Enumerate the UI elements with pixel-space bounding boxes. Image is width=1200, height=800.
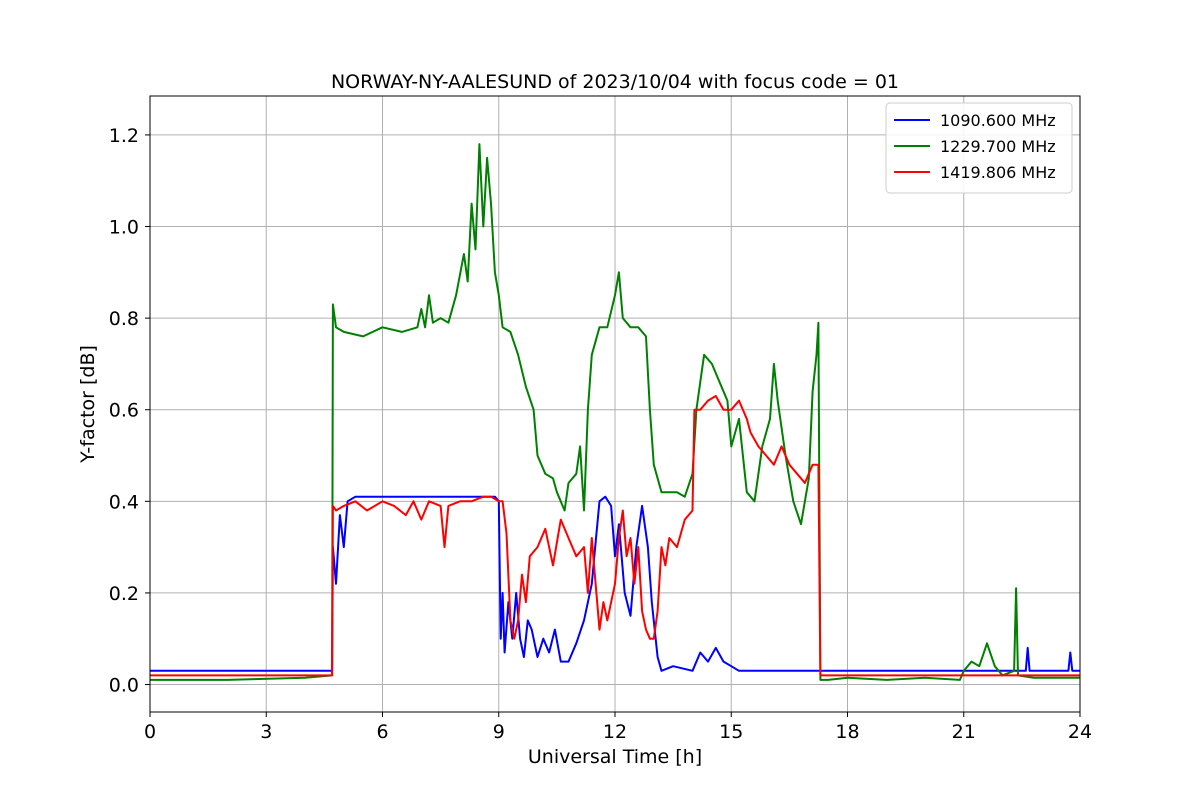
series-lines <box>150 143 1080 681</box>
y-tick-label: 0.8 <box>109 308 139 330</box>
y-tick-label: 0.0 <box>109 675 139 697</box>
x-tick-label: 21 <box>952 721 976 743</box>
y-tick-label: 1.0 <box>109 217 139 239</box>
legend-label: 1419.806 MHz <box>940 163 1056 182</box>
x-tick-label: 18 <box>835 721 859 743</box>
series-line-3 <box>150 395 1080 677</box>
x-tick-label: 6 <box>376 721 388 743</box>
x-tick-label: 12 <box>603 721 627 743</box>
x-tick-label: 9 <box>493 721 505 743</box>
legend-box <box>885 102 1073 194</box>
x-tick-label: 0 <box>144 721 156 743</box>
x-tick-label: 24 <box>1068 721 1092 743</box>
y-tick-label: 0.4 <box>109 491 139 513</box>
x-axis-ticks: 0 3 6 9 12 15 18 21 24 <box>144 712 1092 743</box>
y-tick-label: 0.2 <box>109 583 139 605</box>
series-line-2 <box>150 143 1080 681</box>
x-axis-label: Universal Time [h] <box>528 746 702 768</box>
chart-title: NORWAY-NY-AALESUND of 2023/10/04 with fo… <box>331 71 899 93</box>
legend: 1090.600 MHz 1229.700 MHz 1419.806 MHz <box>885 102 1073 194</box>
x-tick-label: 15 <box>719 721 743 743</box>
y-axis-label: Y-factor [dB] <box>77 345 99 464</box>
y-axis-ticks: 0.0 0.2 0.4 0.6 0.8 1.0 1.2 <box>109 125 150 697</box>
x-tick-label: 3 <box>260 721 272 743</box>
y-tick-label: 0.6 <box>109 400 139 422</box>
legend-label: 1090.600 MHz <box>940 111 1056 130</box>
y-tick-label: 1.2 <box>109 125 139 147</box>
legend-label: 1229.700 MHz <box>940 137 1056 156</box>
